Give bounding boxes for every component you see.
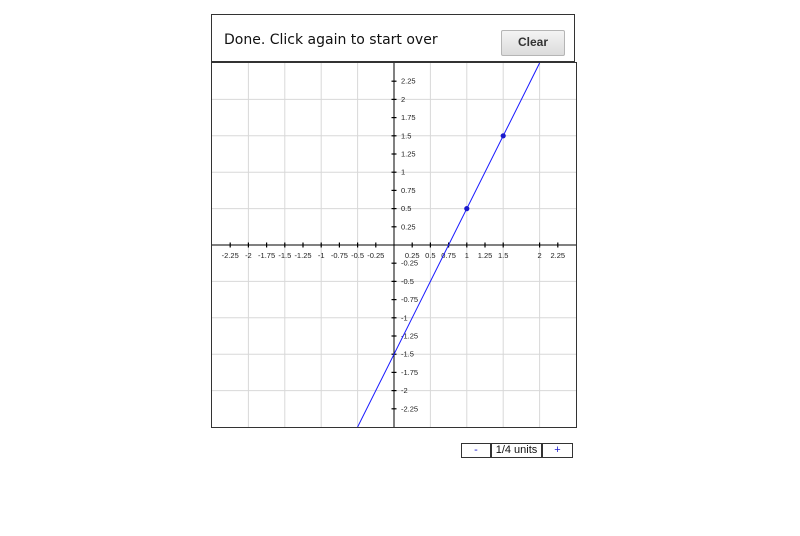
x-tick-label: 1 [465, 251, 469, 260]
y-tick-label: -2.25 [401, 404, 418, 413]
x-tick-label: 0.5 [425, 251, 435, 260]
x-tick-label: 1.5 [498, 251, 508, 260]
x-tick-label: 2 [538, 251, 542, 260]
y-tick-label: 2.25 [401, 77, 416, 86]
status-panel: Done. Click again to start over Clear [211, 14, 575, 62]
x-tick-label: -2.25 [222, 251, 239, 260]
x-tick-label: 0.75 [441, 251, 456, 260]
y-tick-label: -1 [401, 313, 408, 322]
y-tick-label: 1.75 [401, 113, 416, 122]
x-tick-label: 1.25 [478, 251, 493, 260]
x-tick-label: -2 [245, 251, 252, 260]
y-tick-label: -0.25 [401, 259, 418, 268]
x-tick-label: -1.75 [258, 251, 275, 260]
zoom-out-button[interactable]: - [461, 443, 491, 458]
y-tick-label: 1 [401, 168, 405, 177]
plotted-point [500, 133, 506, 139]
x-tick-label: -1 [318, 251, 325, 260]
plotted-line [357, 63, 541, 427]
y-tick-label: 0.25 [401, 222, 416, 231]
plotted-point [464, 206, 470, 212]
zoom-in-button[interactable]: + [542, 443, 573, 458]
y-tick-label: 1.5 [401, 131, 411, 140]
clear-button[interactable]: Clear [501, 30, 565, 56]
x-tick-label: 2.25 [550, 251, 565, 260]
y-tick-label: 1.25 [401, 150, 416, 159]
x-tick-label: -0.5 [351, 251, 364, 260]
y-tick-label: -1.25 [401, 332, 418, 341]
y-tick-label: -0.5 [401, 277, 414, 286]
y-tick-label: -2 [401, 386, 408, 395]
x-tick-label: 0.25 [405, 251, 420, 260]
y-tick-label: 2 [401, 95, 405, 104]
x-tick-label: -0.75 [331, 251, 348, 260]
y-tick-label: -1.75 [401, 368, 418, 377]
status-message: Done. Click again to start over [224, 32, 438, 48]
zoom-units-label: 1/4 units [491, 443, 542, 458]
y-tick-label: -1.5 [401, 350, 414, 359]
y-tick-label: -0.75 [401, 295, 418, 304]
x-tick-label: -1.25 [294, 251, 311, 260]
coordinate-plane[interactable]: -2.25 -2 -1.75 -1.5 -1.25 -1 -0.75 -0.5 -0.25 0.2… [212, 63, 576, 427]
y-tick-label: 0.75 [401, 186, 416, 195]
x-tick-label: -0.25 [367, 251, 384, 260]
graph-panel[interactable]: -2.25 -2 -1.75 -1.5 -1.25 -1 -0.75 -0.5 -0.25 0.2… [211, 62, 577, 428]
x-tick-label: -1.5 [278, 251, 291, 260]
y-tick-label: 0.5 [401, 204, 411, 213]
